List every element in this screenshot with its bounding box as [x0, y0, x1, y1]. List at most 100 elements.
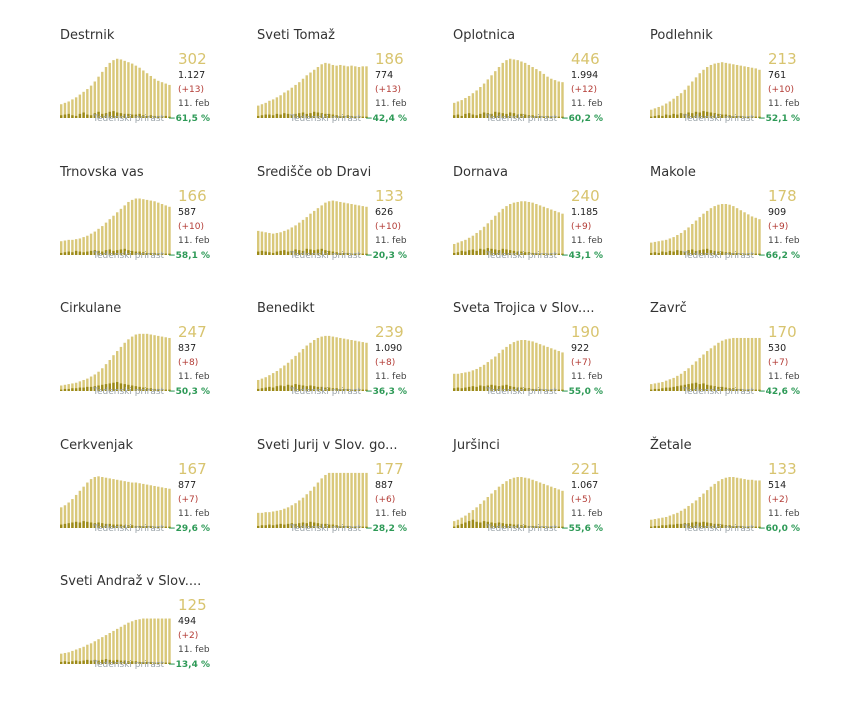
active-cases-bar — [709, 348, 713, 391]
active-cases-bar — [486, 79, 490, 118]
weekly-growth-row: Tedenski prirast −28,2 % — [257, 524, 407, 534]
active-cases-bar — [550, 78, 553, 118]
active-cases-bar — [527, 340, 531, 391]
active-cases-bar — [453, 521, 456, 528]
new-cases-bar — [286, 523, 290, 528]
new-cases-bar — [702, 383, 705, 391]
new-cases-bar — [758, 526, 761, 528]
active-cases-bar — [283, 230, 286, 255]
active-cases-bar — [271, 233, 275, 255]
active-cases-bar — [657, 241, 660, 255]
new-cases-bar — [78, 251, 82, 255]
municipality-name: Benedikt — [257, 301, 315, 316]
new-cases-bar — [758, 253, 761, 255]
active-cases-bar — [664, 380, 668, 391]
new-cases-bar — [679, 113, 683, 118]
new-cases-bar — [672, 251, 675, 255]
new-cases-bar — [687, 112, 690, 118]
new-cases-bar — [464, 387, 467, 391]
new-cases-bar — [60, 252, 63, 255]
new-cases-bar — [535, 115, 538, 118]
new-cases-bar — [301, 112, 305, 118]
new-cases-bar — [732, 115, 735, 118]
active-cases-bar — [516, 60, 519, 118]
active-cases-bar — [357, 472, 361, 528]
new-cases-bar — [486, 385, 490, 391]
new-cases-bar — [78, 522, 82, 528]
new-cases-bar — [728, 252, 731, 255]
new-cases-bar — [134, 251, 138, 255]
new-cases-bar — [160, 389, 164, 391]
active-cases-bar — [104, 222, 108, 255]
active-cases-bar — [309, 72, 312, 118]
weekly-growth-value: −55,0 % — [561, 387, 603, 397]
new-cases-bar — [676, 523, 679, 528]
new-cases-bar — [747, 116, 750, 118]
active-cases-bar — [127, 339, 130, 391]
daily-increase-value: (+8) — [375, 358, 396, 368]
new-cases-bar — [750, 253, 754, 255]
active-cases-bar — [546, 346, 549, 391]
active-cases-sparkline — [650, 62, 761, 118]
active-cases-bar — [464, 239, 467, 255]
new-cases-bar — [313, 386, 316, 391]
municipality-card: Dornava 240 1.185 (+9) 11. feb Tedenski prira… — [453, 165, 643, 285]
new-cases-bar — [168, 526, 171, 528]
new-cases-bar — [668, 387, 672, 391]
active-cases-bar — [365, 66, 368, 118]
active-cases-bar — [743, 337, 746, 391]
new-cases-bar — [134, 661, 138, 664]
active-cases-bar — [750, 216, 754, 255]
new-cases-bar — [320, 113, 323, 118]
active-cases-bar — [516, 477, 519, 528]
active-cases-bar — [63, 652, 67, 664]
active-cases-bar — [286, 362, 290, 391]
active-cases-bar — [702, 354, 705, 391]
new-cases-bar — [758, 116, 761, 118]
active-cases-bar — [490, 75, 493, 118]
new-cases-bar — [164, 662, 167, 664]
new-cases-bar — [747, 253, 750, 255]
active-cases-bar — [264, 512, 267, 528]
new-cases-bar — [650, 252, 653, 255]
active-cases-bar — [456, 373, 460, 391]
weekly-growth-row: Tedenski prirast −42,6 % — [650, 387, 800, 397]
active-cases-bar — [479, 503, 482, 528]
new-cases-bar — [160, 662, 164, 664]
active-cases-bar — [365, 472, 368, 528]
new-cases-bar — [164, 115, 167, 118]
active-cases-bar — [553, 210, 557, 255]
weekly-growth-label: Tedenski prirast — [486, 524, 558, 534]
active-cases-bar — [512, 202, 516, 255]
active-cases-bar — [475, 232, 478, 255]
active-cases-bar — [546, 485, 549, 528]
active-cases-bar — [164, 205, 167, 255]
new-cases-bar — [687, 384, 690, 391]
active-cases-bar — [683, 508, 687, 528]
active-cases-bar — [149, 334, 153, 391]
new-cases-bar — [717, 523, 720, 528]
new-cases-bar — [290, 523, 294, 528]
date-label: 11. feb — [571, 236, 603, 246]
new-cases-bar — [653, 115, 657, 118]
active-cases-bar — [464, 98, 467, 118]
new-cases-bar — [60, 389, 63, 391]
active-cases-bar — [754, 480, 757, 528]
new-cases-bar — [101, 384, 104, 391]
weekly-growth-label: Tedenski prirast — [486, 114, 558, 124]
weekly-growth-value: −42,4 % — [365, 114, 407, 124]
active-cases-bar — [509, 479, 512, 528]
active-cases-bar — [679, 232, 683, 255]
active-cases-bar — [130, 482, 134, 528]
municipality-name: Podlehnik — [650, 28, 713, 43]
active-cases-bar — [160, 618, 164, 664]
new-cases-bar — [471, 249, 475, 255]
active-cases-value: 166 — [178, 187, 207, 205]
active-cases-bar — [67, 502, 70, 528]
active-cases-bar — [365, 342, 368, 391]
active-cases-bar — [309, 213, 312, 255]
active-cases-bar — [74, 649, 78, 664]
active-cases-bar — [164, 337, 167, 391]
active-cases-bar — [735, 208, 739, 255]
new-cases-bar — [479, 522, 482, 528]
